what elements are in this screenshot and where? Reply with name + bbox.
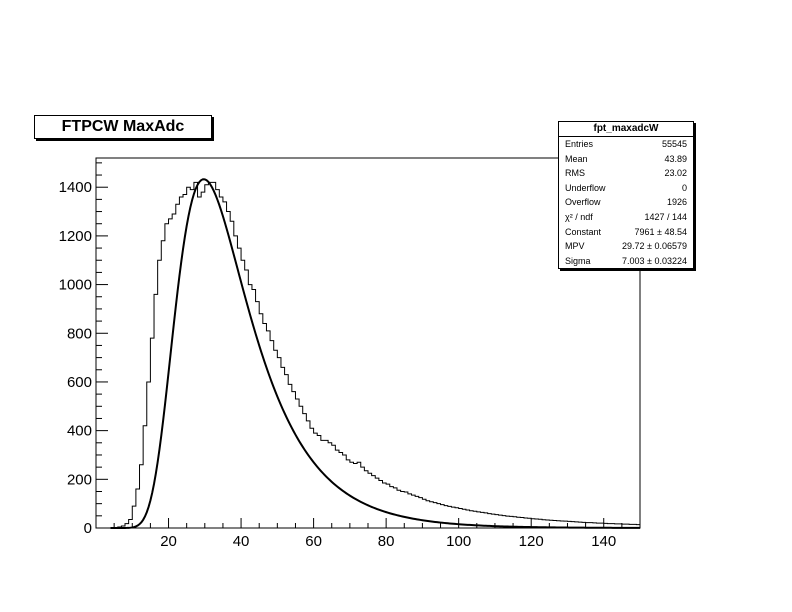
stats-row: Overflow 1926 (559, 195, 693, 210)
stats-label: Entries (565, 139, 594, 149)
stats-value: 1926 (666, 197, 687, 208)
x-tick-label: 140 (591, 533, 616, 550)
stats-row: MPV 29.72 ± 0.06579 (559, 239, 693, 254)
x-tick-label: 100 (446, 533, 471, 550)
stats-name: fpt_maxadcW (559, 122, 693, 137)
stats-value: 23.02 (664, 168, 687, 179)
stats-label: Mean (565, 153, 588, 164)
stats-row: Sigma 7.003 ± 0.03224 (559, 254, 693, 269)
y-tick-label: 400 (67, 423, 92, 440)
stats-label: MPV (565, 241, 585, 252)
y-tick-label: 1400 (59, 179, 92, 196)
stats-row: Mean 43.89 (559, 152, 693, 167)
x-tick-label: 20 (160, 533, 177, 550)
plot-frame (95, 157, 641, 529)
axis-ticks (96, 162, 641, 529)
stats-row: Entries 55545 (559, 137, 693, 152)
y-tick-label: 200 (67, 471, 92, 488)
stats-row: RMS 23.02 (559, 166, 693, 181)
x-tick-label: 40 (233, 533, 250, 550)
stats-label: Constant (565, 226, 602, 237)
y-tick-label: 1200 (59, 228, 92, 245)
stats-label: Overflow (565, 197, 601, 208)
y-tick-label: 600 (67, 374, 92, 391)
stats-label: χ² / ndf (565, 211, 593, 222)
stats-value: 55545 (661, 139, 687, 149)
stats-label: RMS (565, 168, 585, 179)
chart-title: FTPCW MaxAdc (34, 115, 212, 139)
landau-fit-curve (110, 178, 640, 529)
stats-rows: Entries 55545 Mean 43.89 RMS 23.02 Underflow 0 O… (559, 137, 693, 268)
x-tick-label: 60 (305, 533, 322, 550)
y-tick-label: 0 (84, 520, 92, 537)
stats-box: fpt_maxadcW Entries 55545 Mean 43.89 RMS 23.0… (558, 121, 694, 269)
stats-value: 43.89 (664, 153, 687, 164)
stats-value: 0 (681, 182, 687, 193)
stats-value: 29.72 ± 0.06579 (622, 241, 687, 252)
stats-row: Underflow 0 (559, 181, 693, 196)
stats-label: Sigma (565, 255, 591, 266)
histogram-line (113, 181, 640, 529)
stats-value: 7.003 ± 0.03224 (622, 255, 687, 266)
y-tick-label: 800 (67, 325, 92, 342)
stats-row: Constant 7961 ± 48.54 (559, 225, 693, 240)
stats-value: 1427 / 144 (644, 211, 687, 222)
y-tick-label: 1000 (59, 277, 92, 294)
stats-label: Underflow (565, 182, 606, 193)
axis-tick-labels: 20 40 60 80 100 120 14002004006008001000120014… (59, 179, 617, 550)
x-tick-label: 80 (378, 533, 395, 550)
stats-row: χ² / ndf 1427 / 144 (559, 210, 693, 225)
stats-value: 7961 ± 48.54 (634, 226, 687, 237)
x-tick-label: 120 (519, 533, 544, 550)
